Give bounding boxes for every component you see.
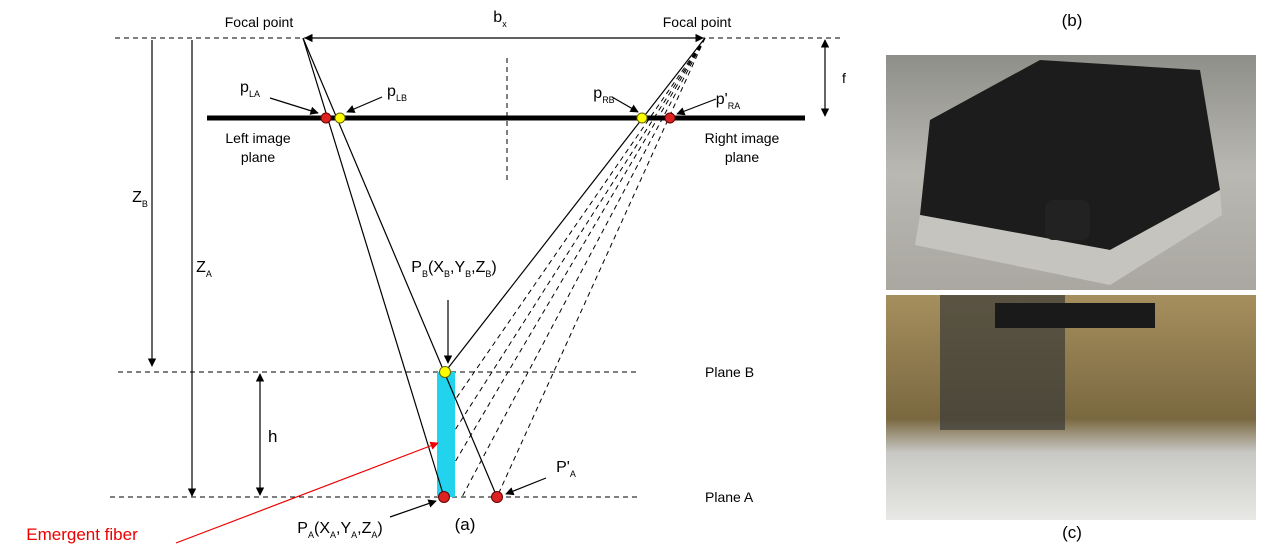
symbol-text: (X bbox=[314, 520, 330, 537]
symbol-text: p' bbox=[716, 91, 728, 108]
plane-label: Plane B bbox=[705, 364, 754, 380]
subscript: x bbox=[502, 19, 507, 29]
subscript: LB bbox=[396, 93, 407, 103]
symbol-label: pLA bbox=[240, 79, 260, 99]
plane-caption: Right image bbox=[705, 130, 780, 146]
symbol-text: ,Z bbox=[357, 520, 371, 537]
symbol-text: Z bbox=[196, 259, 206, 276]
subscript: B bbox=[142, 199, 148, 209]
symbol-label: p'RA bbox=[716, 91, 740, 111]
symbol-text: P bbox=[297, 520, 308, 537]
symbol-text: ,Y bbox=[450, 259, 465, 276]
subscript: LA bbox=[249, 89, 260, 99]
plane-caption: plane bbox=[241, 149, 275, 165]
symbol-text: (X bbox=[428, 259, 444, 276]
symbol-label: PA(XA,YA,ZA) bbox=[297, 520, 382, 540]
symbol-label: ZB bbox=[132, 189, 148, 209]
subscript: RA bbox=[728, 101, 741, 111]
symbol-text: ,Y bbox=[336, 520, 351, 537]
symbol-text: p bbox=[593, 85, 602, 102]
symbol-text: P' bbox=[556, 459, 570, 476]
photos bbox=[886, 55, 1256, 520]
figure: Focal point Focal point f Plane B Plane … bbox=[0, 0, 1271, 545]
symbol-text: Z bbox=[132, 189, 142, 206]
symbol-label: bx bbox=[493, 9, 507, 29]
panel-label: (b) bbox=[1062, 11, 1083, 30]
plane-label: Plane A bbox=[705, 489, 754, 505]
panel-label: (c) bbox=[1062, 523, 1082, 542]
symbol-label: P'A bbox=[556, 459, 576, 479]
subscript: A bbox=[570, 469, 576, 479]
symbol-text: b bbox=[493, 9, 502, 26]
symbol-text: p bbox=[240, 79, 249, 96]
panel-label: (a) bbox=[455, 515, 476, 534]
symbol-text: p bbox=[387, 83, 396, 100]
symbol-label: pLB bbox=[387, 83, 407, 103]
symbol-label: PB(XB,YB,ZB) bbox=[411, 259, 496, 279]
plane-caption: plane bbox=[725, 149, 759, 165]
plane-caption: Left image bbox=[225, 130, 291, 146]
focal-label: Focal point bbox=[663, 14, 732, 30]
h-label: h bbox=[268, 427, 277, 446]
symbol-text: P bbox=[411, 259, 422, 276]
diagram-lines bbox=[110, 38, 840, 543]
subscript: A bbox=[206, 269, 212, 279]
symbol-label: pRB bbox=[593, 85, 614, 105]
symbol-text: ,Z bbox=[471, 259, 485, 276]
symbol-text: ) bbox=[377, 520, 382, 537]
f-label: f bbox=[842, 70, 846, 86]
symbol-label: ZA bbox=[196, 259, 212, 279]
subscript: RB bbox=[602, 95, 615, 105]
emergent-fiber-label: Emergent fiber bbox=[26, 525, 138, 544]
focal-label: Focal point bbox=[225, 14, 294, 30]
symbol-text: ) bbox=[491, 259, 496, 276]
